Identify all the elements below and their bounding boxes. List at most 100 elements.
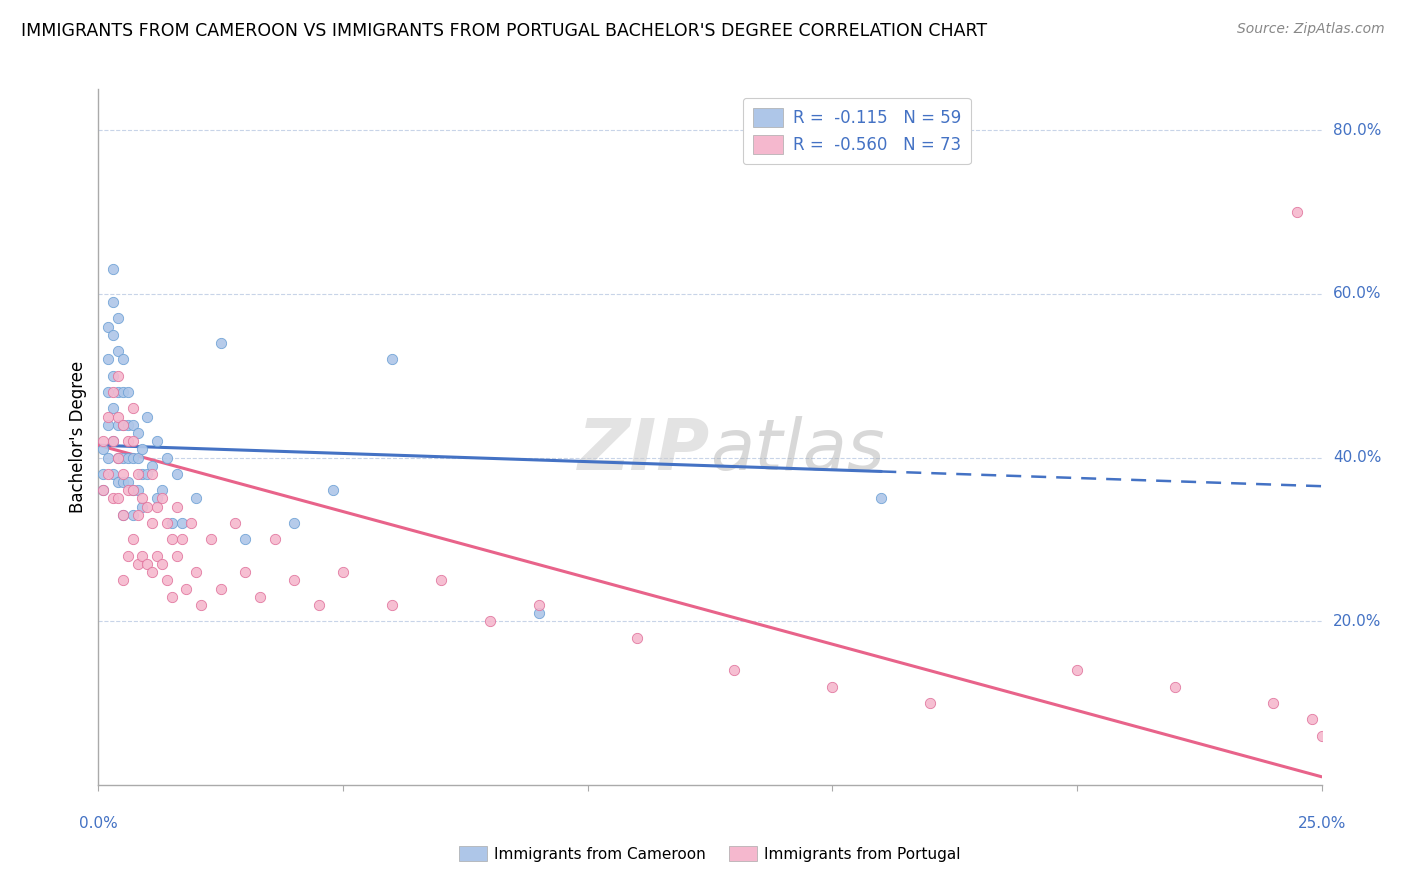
Point — [91, 483, 114, 498]
Point — [821, 680, 844, 694]
Point — [1164, 680, 1187, 694]
Point — [111, 508, 134, 522]
Point — [1334, 664, 1357, 678]
Point — [101, 434, 124, 449]
Point — [233, 565, 256, 579]
Point — [156, 516, 179, 530]
Point — [127, 467, 149, 481]
Point — [283, 516, 305, 530]
Point — [91, 442, 114, 457]
Point — [97, 319, 120, 334]
Point — [127, 450, 149, 465]
Point — [117, 417, 139, 432]
Point — [127, 557, 149, 571]
Point — [527, 598, 550, 612]
Point — [166, 549, 188, 563]
Point — [1286, 205, 1309, 219]
Point — [117, 385, 139, 400]
Point — [263, 533, 285, 547]
Point — [141, 467, 163, 481]
Point — [121, 417, 143, 432]
Point — [322, 483, 344, 498]
Point — [97, 450, 120, 465]
Point — [107, 409, 129, 424]
Point — [1301, 713, 1323, 727]
Point — [150, 557, 173, 571]
Point — [170, 516, 193, 530]
Text: 40.0%: 40.0% — [1333, 450, 1381, 465]
Point — [121, 450, 143, 465]
Point — [146, 434, 169, 449]
Point — [131, 500, 153, 514]
Point — [107, 450, 129, 465]
Point — [107, 311, 129, 326]
Point — [136, 500, 159, 514]
Point — [91, 467, 114, 481]
Point — [107, 417, 129, 432]
Point — [107, 475, 129, 489]
Point — [121, 434, 143, 449]
Point — [626, 631, 648, 645]
Point — [117, 483, 139, 498]
Point — [430, 574, 453, 588]
Point — [111, 450, 134, 465]
Point — [101, 401, 124, 416]
Text: atlas: atlas — [710, 417, 884, 485]
Point — [117, 434, 139, 449]
Point — [131, 442, 153, 457]
Point — [249, 590, 271, 604]
Point — [141, 458, 163, 473]
Point — [111, 385, 134, 400]
Point — [283, 574, 305, 588]
Point — [101, 491, 124, 506]
Point — [107, 368, 129, 383]
Point — [97, 467, 120, 481]
Point — [101, 295, 124, 310]
Point — [190, 598, 212, 612]
Point — [166, 467, 188, 481]
Point — [117, 549, 139, 563]
Text: IMMIGRANTS FROM CAMEROON VS IMMIGRANTS FROM PORTUGAL BACHELOR'S DEGREE CORRELATI: IMMIGRANTS FROM CAMEROON VS IMMIGRANTS F… — [21, 22, 987, 40]
Point — [127, 483, 149, 498]
Point — [111, 467, 134, 481]
Text: 20.0%: 20.0% — [1333, 614, 1381, 629]
Point — [101, 434, 124, 449]
Point — [111, 417, 134, 432]
Point — [97, 385, 120, 400]
Point — [527, 606, 550, 620]
Point — [308, 598, 330, 612]
Text: ZIP: ZIP — [578, 417, 710, 485]
Point — [111, 508, 134, 522]
Point — [150, 483, 173, 498]
Point — [478, 614, 501, 628]
Point — [131, 467, 153, 481]
Point — [381, 352, 404, 367]
Point — [127, 425, 149, 440]
Point — [111, 574, 134, 588]
Point — [131, 549, 153, 563]
Point — [91, 434, 114, 449]
Point — [186, 565, 208, 579]
Point — [1350, 574, 1372, 588]
Point — [209, 582, 232, 596]
Point — [107, 344, 129, 359]
Point — [136, 467, 159, 481]
Point — [131, 491, 153, 506]
Point — [111, 417, 134, 432]
Point — [180, 516, 202, 530]
Point — [97, 409, 120, 424]
Point — [107, 385, 129, 400]
Point — [1310, 729, 1333, 743]
Text: 25.0%: 25.0% — [1298, 815, 1346, 830]
Text: 80.0%: 80.0% — [1333, 122, 1381, 137]
Point — [117, 475, 139, 489]
Point — [224, 516, 246, 530]
Point — [121, 533, 143, 547]
Point — [141, 516, 163, 530]
Point — [141, 565, 163, 579]
Point — [723, 664, 745, 678]
Point — [160, 533, 183, 547]
Point — [91, 483, 114, 498]
Y-axis label: Bachelor's Degree: Bachelor's Degree — [69, 361, 87, 513]
Text: Source: ZipAtlas.com: Source: ZipAtlas.com — [1237, 22, 1385, 37]
